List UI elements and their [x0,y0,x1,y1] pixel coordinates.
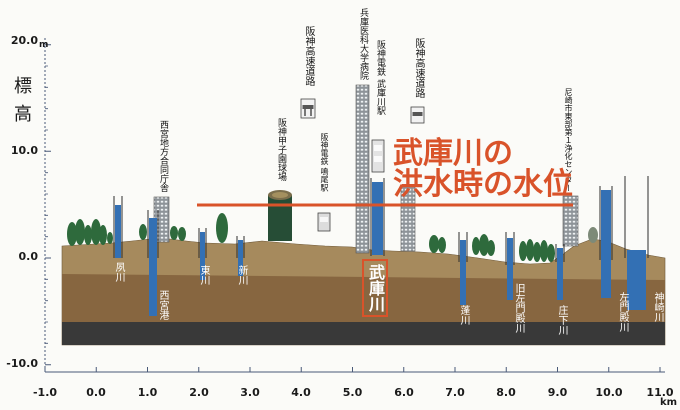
x-tick-label: 2.0 [189,386,209,399]
treatment-center-building [562,195,579,247]
landmark-label-koshien-stadium: 阪神甲子園球場 [276,118,286,181]
tree [429,235,439,253]
flood-level-annotation-line2: 洪水時の水位 [393,167,573,202]
tree [75,219,85,245]
x-tick-label: 5.0 [342,386,363,399]
tree [438,237,446,253]
tree [487,240,495,256]
river-channels [113,176,649,316]
x-tick-marks [44,367,661,372]
flood-level-annotation-line1: 武庫川の [393,136,513,171]
river-channel-7 [555,244,565,300]
landmark-label-hospital: 兵庫医科大学病院 [358,8,368,80]
landmark-label-naruo-station: 阪神電鉄 鳴尾駅 [320,133,329,192]
x-tick-label: 8.0 [496,386,516,399]
y-major-tick-marks [45,44,51,366]
landmark-label-nishinomiya-office: 西宮地方合同庁舎 [158,120,168,192]
tree [533,242,541,262]
x-tick-label: 10.0 [595,386,623,399]
tree [170,226,178,240]
expressway-pier-tower [400,184,416,252]
hospital-building [355,84,370,254]
x-tick-label: 0.0 [86,386,106,399]
river-label: 旧左門殿川 [513,283,524,333]
landmark-label-mukogawa-station: 阪神電鉄 武庫川駅 [375,40,385,115]
y-minor-tick-marks [45,65,48,344]
river-label: 左門殿川 [617,292,628,332]
tree [84,225,92,245]
tree [139,224,147,240]
expressway-west-icon [300,98,316,119]
landmark-label-expressway-west: 阪神高速道路 [303,26,314,86]
river-label: 神崎川 [652,292,663,322]
river-channel-9 [624,176,649,310]
x-tick-label: 11.0 [646,386,674,399]
trees [67,213,598,262]
tree [519,241,527,261]
naruo-station-icon [317,212,331,232]
river-channel-8 [599,186,613,298]
tree [540,240,548,262]
bush [588,227,598,243]
river-label: 西宮港 [157,290,168,320]
ground-base-layer [62,322,665,345]
y-tick-label: 10.0 [10,144,38,157]
koshien-stadium-icon [268,190,292,241]
landmark-label-treatment-center: 尼崎市東部第１浄化センター [564,88,573,192]
y-tick-label: -10.0 [6,357,38,370]
x-tick-label: 1.0 [137,386,158,399]
x-tick-label: -1.0 [32,386,58,399]
y-tick-label: 0.0 [18,250,39,263]
tree [472,237,480,255]
y-axis-title: 標高 [11,76,32,132]
river-label: 夙川 [113,262,124,282]
mukogawa-station-icon [371,139,385,173]
expressway-east-icon [410,106,425,124]
x-tick-label: 7.0 [445,386,465,399]
river-channel-mukogawa [370,178,385,256]
x-tick-label: 9.0 [547,386,568,399]
river-channel-6 [505,232,515,300]
tree [107,232,113,244]
river-channel-2 [147,210,159,316]
river-channel-4 [236,236,245,276]
river-label: 東川 [198,265,209,285]
tree [547,244,555,262]
y-axis-unit: m [39,40,49,50]
axes [44,38,665,373]
tree [479,234,489,256]
x-tick-label: 3.0 [240,386,260,399]
river-label: 新川 [236,265,247,285]
river-label: 庄下川 [556,305,567,335]
main-river-label-box: 武庫川 [362,259,388,317]
tree [91,219,101,245]
tree [67,222,77,246]
tree [526,239,534,261]
river-channel-3 [198,228,207,280]
river-label: 蓬川 [458,305,469,325]
river-channel-5 [458,232,468,305]
river-channel-1 [113,196,123,258]
y-tick-label: 20.0 [10,34,38,47]
tree [99,225,107,245]
x-tick-label: 6.0 [394,386,414,399]
tree [178,227,186,241]
tree [216,213,228,243]
x-axis-unit: km [660,397,678,408]
x-tick-label: 4.0 [291,386,311,399]
landmark-label-expressway-east: 阪神高速道路 [413,38,424,98]
